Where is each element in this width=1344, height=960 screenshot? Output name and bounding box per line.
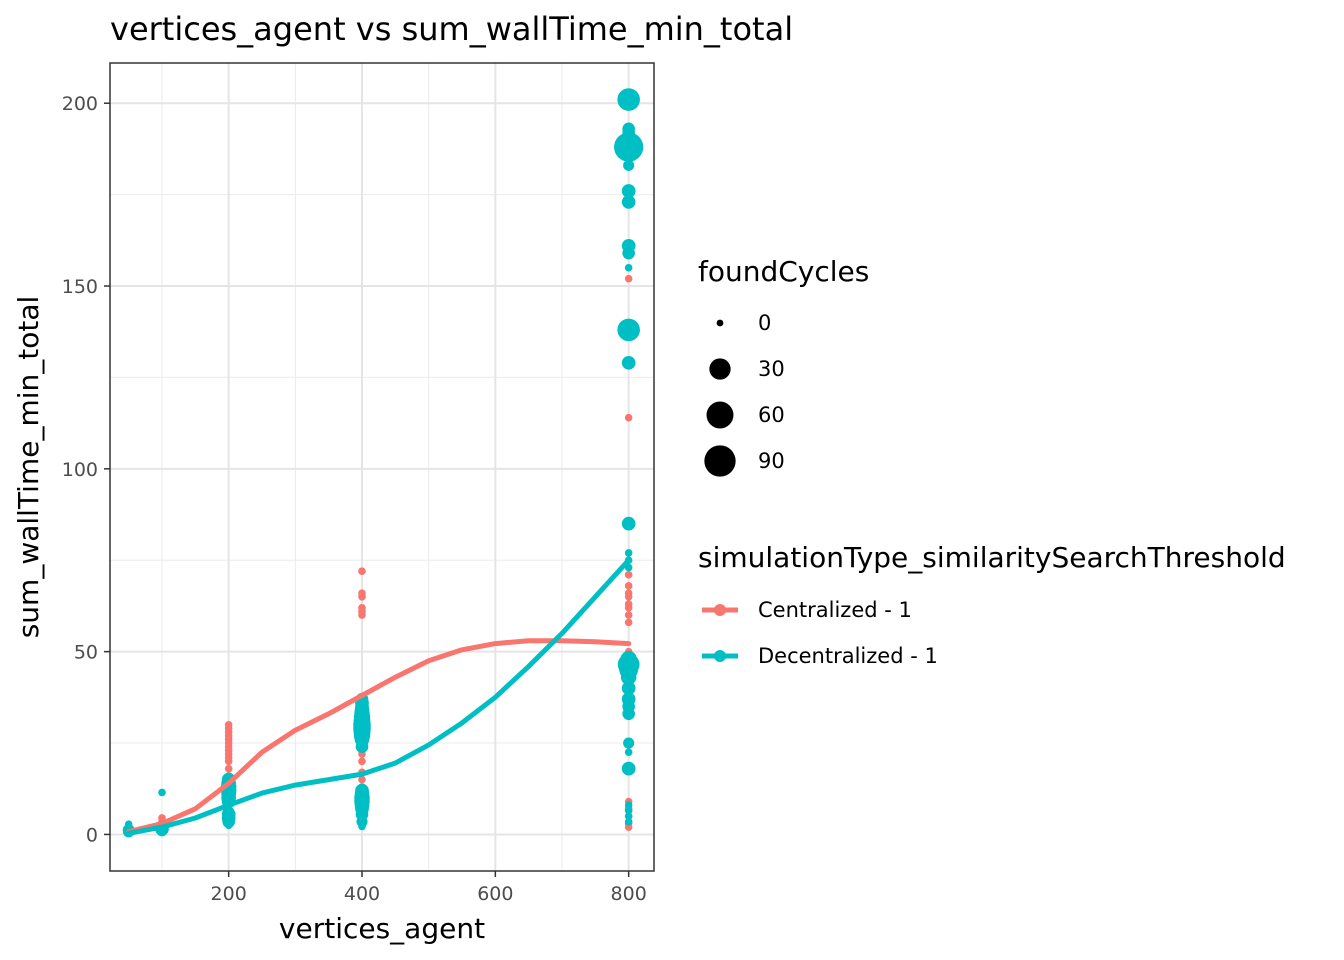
size-legend-key [716,319,724,327]
data-point [624,571,633,579]
data-point [621,761,636,776]
y-axis: 0 50 100 150 200 [62,93,110,846]
size-legend-key [709,358,731,380]
data-point [358,775,366,784]
data-point [222,806,235,819]
data-point [358,567,366,575]
data-point [621,692,636,707]
data-point [158,788,166,797]
data-point [621,516,636,531]
data-point [621,681,636,696]
data-point [624,618,633,627]
y-tick-label: 150 [62,276,98,298]
size-legend-label: 30 [758,357,785,381]
data-point [358,757,366,766]
data-point [224,764,233,773]
y-axis-title: sum_wallTime_min_total [12,296,45,639]
data-point [624,801,633,809]
data-point [621,184,636,198]
color-legend-dot [714,604,726,616]
data-point [623,159,635,171]
data-point [624,806,633,815]
y-tick-label: 50 [74,642,98,664]
data-point [617,88,640,111]
y-tick-label: 100 [62,459,98,481]
data-point [624,274,633,283]
color-legend-items: Centralized - 1 Decentralized - 1 [702,598,938,668]
chart-title: vertices_agent vs sum_wallTime_min_total [110,10,793,48]
data-point [158,814,166,822]
data-point [624,413,633,422]
smooth-lines [126,557,632,836]
data-point [355,783,369,798]
size-legend-key [706,401,734,429]
size-legend-key [704,445,736,477]
size-legend: foundCycles 0 30 60 90 [698,255,869,477]
data-point [624,748,633,756]
x-tick-label: 200 [211,883,247,905]
x-axis: 200 400 600 800 [211,871,647,905]
data-point [624,812,633,820]
size-legend-label: 60 [758,403,785,427]
data-point [624,611,633,619]
data-point [124,820,133,829]
data-point [624,582,633,590]
smooth-line [126,557,632,836]
x-tick-label: 400 [344,883,380,905]
data-point [614,132,644,162]
color-legend: simulationType_similaritySearchThreshold… [698,541,1286,668]
size-legend-title: foundCycles [698,255,869,288]
size-legend-label: 90 [758,449,785,473]
data-point [624,263,633,272]
data-point [358,603,366,612]
data-point [624,549,633,557]
x-tick-label: 800 [611,883,647,905]
color-legend-dot [714,650,726,662]
color-legend-label: Decentralized - 1 [758,644,938,668]
data-point [224,720,233,729]
data-point [621,355,636,370]
data-point [624,817,633,826]
data-point [620,650,637,668]
data-point [358,589,366,597]
x-tick-label: 600 [477,883,513,905]
data-point [624,600,633,608]
smooth-line [126,638,632,834]
plot-panel [110,63,654,871]
plot-border [109,62,655,872]
data-point [623,737,635,749]
data-point [621,195,636,209]
x-axis-title: vertices_agent [279,912,485,945]
data-point [622,122,635,136]
size-legend-items: 0 30 60 90 [704,311,785,477]
color-legend-title: simulationType_similaritySearchThreshold [698,541,1286,574]
size-legend-label: 0 [758,311,771,335]
data-point [621,238,636,253]
y-tick-label: 200 [62,93,98,115]
data-point [617,318,640,342]
y-tick-label: 0 [86,824,98,846]
data-point [624,589,633,597]
color-legend-label: Centralized - 1 [758,598,912,622]
